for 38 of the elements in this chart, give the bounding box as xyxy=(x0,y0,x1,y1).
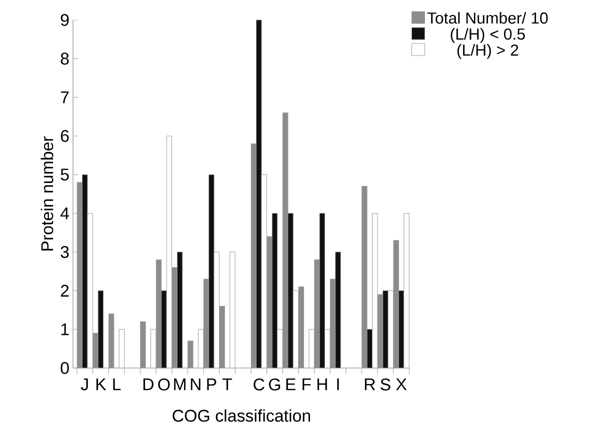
bar xyxy=(188,340,194,368)
y-tick-label: 7 xyxy=(60,91,69,104)
x-tick-label: G xyxy=(269,378,280,390)
y-tick-label: 3 xyxy=(60,246,69,258)
y-tick-label: 6 xyxy=(60,130,69,142)
y-tick-label: 9 xyxy=(60,14,69,26)
y-tick-label: 0 xyxy=(60,362,69,374)
x-tick-label: I xyxy=(337,378,339,390)
bar xyxy=(230,252,236,368)
y-axis-title: Protein number xyxy=(40,136,54,250)
x-tick-label: H xyxy=(317,378,327,390)
x-tick-label: D xyxy=(143,378,154,390)
x-tick-label: M xyxy=(174,378,186,390)
legend-label: (L/H) > 2 xyxy=(457,44,518,59)
x-tick-label: N xyxy=(190,378,200,390)
x-tick-label: X xyxy=(396,378,407,390)
x-tick-label: S xyxy=(380,378,390,390)
x-tick-label: R xyxy=(364,378,375,390)
bar xyxy=(108,314,114,368)
x-tick-label: O xyxy=(158,378,170,390)
legend-label: (L/H) < 0.5 xyxy=(450,28,525,43)
y-tick-label: 1 xyxy=(61,323,69,336)
y-tick-label: 4 xyxy=(60,207,69,220)
x-tick-label: E xyxy=(286,378,296,390)
x-tick-label: P xyxy=(207,378,216,390)
x-tick-label: K xyxy=(96,378,106,390)
x-tick-label: L xyxy=(113,378,121,390)
x-tick-label: J xyxy=(80,378,88,390)
legend-label: Total Number/ 10 xyxy=(427,12,548,24)
x-tick-label: T xyxy=(222,378,232,390)
x-tick-label: C xyxy=(254,378,264,390)
y-tick-label: 8 xyxy=(60,52,69,65)
x-axis-title: COG classification xyxy=(172,409,310,422)
bar xyxy=(140,321,146,368)
x-tick-label: F xyxy=(302,378,311,390)
y-tick-label: 2 xyxy=(60,284,69,297)
y-tick-label: 5 xyxy=(60,168,69,181)
bar xyxy=(118,329,125,368)
